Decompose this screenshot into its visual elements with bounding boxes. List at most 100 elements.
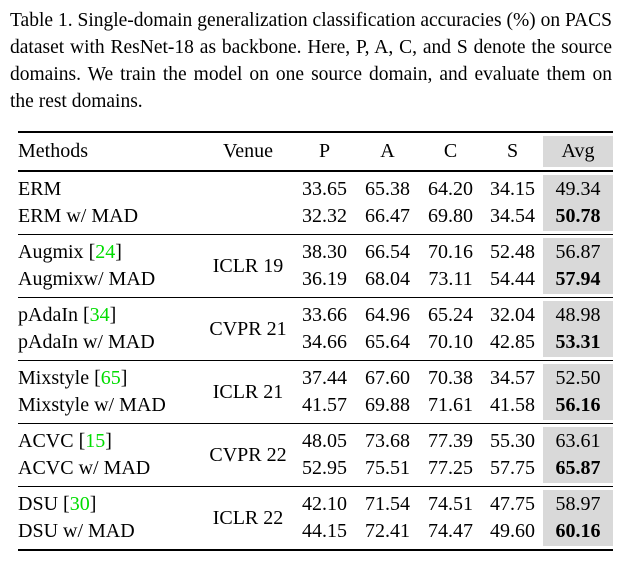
avg-cell: 50.78	[543, 203, 613, 235]
value-cell-p: 33.66	[302, 304, 347, 326]
value-cell-p: 52.95	[302, 457, 347, 479]
value-cell-c: 65.24	[428, 304, 473, 326]
table-row: Mixstyle [65] ICLR 21 37.44 67.60 70.38 …	[18, 360, 613, 403]
method-cell: ACVC [15]	[18, 424, 203, 456]
method-cell: ACVC w/ MAD	[18, 457, 151, 479]
citation: [65]	[94, 367, 127, 389]
value-cell-s: 54.44	[490, 268, 535, 290]
value-cell-p: 38.30	[302, 241, 347, 263]
citation-number: 15	[85, 430, 106, 452]
column-header-s: S	[506, 140, 519, 162]
citation-bracket-close: ]	[109, 304, 117, 326]
citation: [15]	[79, 430, 112, 452]
venue-cell: ICLR 22	[212, 506, 284, 529]
citation-bracket-open: [	[94, 367, 101, 389]
value-cell-a: 65.38	[365, 178, 410, 200]
avg-cell: 48.98	[543, 297, 613, 329]
value-cell-s: 57.75	[490, 457, 535, 479]
avg-cell: 52.50	[543, 360, 613, 392]
citation: [24]	[89, 241, 122, 263]
value-cell-s: 34.57	[490, 367, 535, 389]
value-cell-c: 74.47	[428, 520, 473, 542]
table-header: Methods Venue P A C S Avg	[18, 132, 613, 171]
citation: [34]	[83, 304, 116, 326]
value-cell-a: 66.54	[365, 241, 410, 263]
value-cell-a: 69.88	[365, 394, 410, 416]
method-name: Augmix	[18, 241, 84, 263]
method-cell: Augmix [24]	[18, 235, 203, 267]
venue-cell	[203, 171, 293, 235]
value-cell-c: 77.25	[428, 457, 473, 479]
value-cell-a: 75.51	[365, 457, 410, 479]
table-group-augmix: Augmix [24] ICLR 19 38.30 66.54 70.16 52…	[18, 234, 613, 298]
value-cell-p: 41.57	[302, 394, 347, 416]
avg-cell: 56.87	[543, 234, 613, 266]
venue-cell: CVPR 21	[209, 317, 287, 340]
table-row: ERM w/ MAD 32.32 66.47 69.80 34.54 50.78	[18, 203, 613, 235]
value-cell-p: 48.05	[302, 430, 347, 452]
value-cell-p: 42.10	[302, 493, 347, 515]
citation-bracket-open: [	[88, 241, 96, 263]
value-cell-a: 71.54	[365, 493, 410, 515]
value-cell-p: 36.19	[302, 268, 347, 290]
table-row: ACVC w/ MAD 52.95 75.51 77.25 57.75 65.8…	[18, 455, 613, 487]
table-group-mixstyle: Mixstyle [65] ICLR 21 37.44 67.60 70.38 …	[18, 360, 613, 424]
method-cell: DSU w/ MAD	[18, 520, 135, 542]
citation-bracket-open: [	[63, 493, 70, 515]
value-cell-s: 32.04	[490, 304, 535, 326]
citation-number: 34	[89, 304, 110, 326]
avg-cell: 53.31	[543, 329, 613, 361]
value-cell-a: 68.04	[365, 268, 410, 290]
table-row: Mixstyle w/ MAD 41.57 69.88 71.61 41.58 …	[18, 392, 613, 424]
avg-cell: 58.97	[543, 486, 613, 518]
header-row: Methods Venue P A C S Avg	[18, 132, 613, 171]
value-cell-c: 64.20	[428, 178, 473, 200]
value-cell-c: 70.16	[428, 241, 473, 263]
table-row: DSU w/ MAD 44.15 72.41 74.47 49.60 60.16	[18, 518, 613, 550]
method-cell: ERM	[18, 178, 62, 200]
column-header-avg: Avg	[543, 132, 613, 171]
column-header-c: C	[443, 140, 458, 162]
column-header-p: P	[318, 140, 331, 162]
value-cell-c: 74.51	[428, 493, 473, 515]
avg-cell: 49.34	[543, 171, 613, 203]
method-cell: Mixstyle [65]	[18, 361, 203, 393]
value-cell-s: 52.48	[490, 241, 535, 263]
avg-cell: 65.87	[543, 455, 613, 487]
value-cell-c: 69.80	[428, 205, 473, 227]
value-cell-s: 49.60	[490, 520, 535, 542]
value-cell-a: 67.60	[365, 367, 410, 389]
table-group-erm: ERM 33.65 65.38 64.20 34.15 49.34 ERM w/…	[18, 171, 613, 235]
table-caption: Table 1. Single-domain generalization cl…	[10, 10, 612, 112]
avg-cell: 56.16	[543, 392, 613, 424]
venue-cell: ICLR 21	[212, 380, 284, 403]
value-cell-a: 73.68	[365, 430, 410, 452]
value-cell-s: 55.30	[490, 430, 535, 452]
citation-bracket-open: [	[78, 430, 86, 452]
value-cell-s: 34.15	[490, 178, 535, 200]
citation-number: 30	[69, 493, 90, 515]
column-header-methods: Methods	[18, 140, 88, 162]
method-cell: pAdaIn w/ MAD	[18, 331, 155, 353]
value-cell-c: 70.38	[428, 367, 473, 389]
method-name: ACVC	[18, 430, 74, 452]
method-cell: Augmixw/ MAD	[18, 268, 156, 290]
value-cell-p: 44.15	[302, 520, 347, 542]
method-cell: ERM w/ MAD	[18, 205, 139, 227]
value-cell-c: 77.39	[428, 430, 473, 452]
method-cell: Mixstyle w/ MAD	[18, 394, 166, 416]
citation-number: 65	[100, 367, 121, 389]
column-header-a: A	[380, 140, 395, 162]
value-cell-c: 70.10	[428, 331, 473, 353]
table-row: pAdaIn [34] CVPR 21 33.66 64.96 65.24 32…	[18, 297, 613, 340]
table-row: pAdaIn w/ MAD 34.66 65.64 70.10 42.85 53…	[18, 329, 613, 361]
citation-number: 24	[95, 241, 116, 263]
value-cell-s: 42.85	[490, 331, 535, 353]
value-cell-p: 33.65	[302, 178, 347, 200]
method-cell: pAdaIn [34]	[18, 298, 203, 330]
venue-cell: CVPR 22	[209, 443, 287, 466]
table-row: ACVC [15] CVPR 22 48.05 73.68 77.39 55.3…	[18, 423, 613, 466]
value-cell-p: 34.66	[302, 331, 347, 353]
method-name: pAdaIn	[18, 304, 78, 326]
